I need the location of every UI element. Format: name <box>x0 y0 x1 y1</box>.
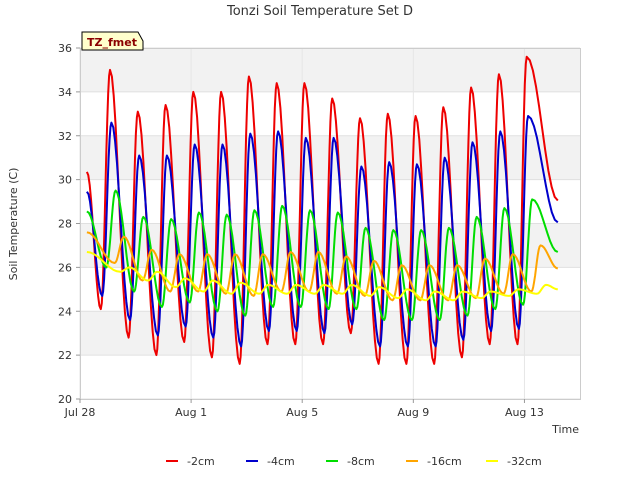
series-line-4cm <box>86 115 559 348</box>
legend-item-32cm: -32cm <box>486 455 542 468</box>
x-axis: Jul 28 Aug 1 Aug 5 Aug 9 Aug 13 <box>64 399 544 419</box>
y-tick-label: 34 <box>58 86 72 99</box>
plot-frame <box>80 48 581 400</box>
series-lines <box>85 55 559 365</box>
x-tick-label: Jul 28 <box>64 406 96 419</box>
y-tick-label: 20 <box>58 393 72 406</box>
y-tick-label: 32 <box>58 130 72 143</box>
grid-band <box>80 355 580 399</box>
y-axis: 20 22 24 26 28 30 32 34 36 <box>58 42 80 406</box>
series-line-16cm <box>86 231 559 302</box>
legend-item-16cm: -16cm <box>406 455 462 468</box>
site-badge-label: TZ_fmet <box>87 36 137 49</box>
x-tick-label: Aug 13 <box>505 406 544 419</box>
legend-label: -2cm <box>187 455 215 468</box>
legend-label: -4cm <box>267 455 295 468</box>
series-line-8cm <box>86 189 559 321</box>
x-tick-label: Aug 1 <box>175 406 207 419</box>
grid-band <box>80 311 580 356</box>
legend: -2cm -4cm -8cm -16cm -32cm <box>166 455 542 468</box>
y-axis-label: Soil Temperature (C) <box>7 168 20 281</box>
x-tick-label: Aug 5 <box>286 406 318 419</box>
site-badge: TZ_fmet <box>81 31 144 51</box>
legend-item-2cm: -2cm <box>166 455 215 468</box>
legend-label: -16cm <box>427 455 462 468</box>
y-tick-label: 24 <box>58 305 72 318</box>
series-line-32cm <box>86 251 558 302</box>
legend-label: -32cm <box>507 455 542 468</box>
y-tick-label: 30 <box>58 174 72 187</box>
legend-item-8cm: -8cm <box>326 455 375 468</box>
y-tick-label: 22 <box>58 349 72 362</box>
x-tick-label: Aug 9 <box>397 406 429 419</box>
legend-label: -8cm <box>347 455 375 468</box>
y-tick-label: 28 <box>58 218 72 231</box>
grid-band <box>80 48 580 92</box>
x-axis-label: Time <box>551 423 579 436</box>
y-tick-label: 26 <box>58 261 72 274</box>
legend-item-4cm: -4cm <box>246 455 295 468</box>
y-tick-label: 36 <box>58 42 72 55</box>
chart-title: Tonzi Soil Temperature Set D <box>226 4 413 19</box>
